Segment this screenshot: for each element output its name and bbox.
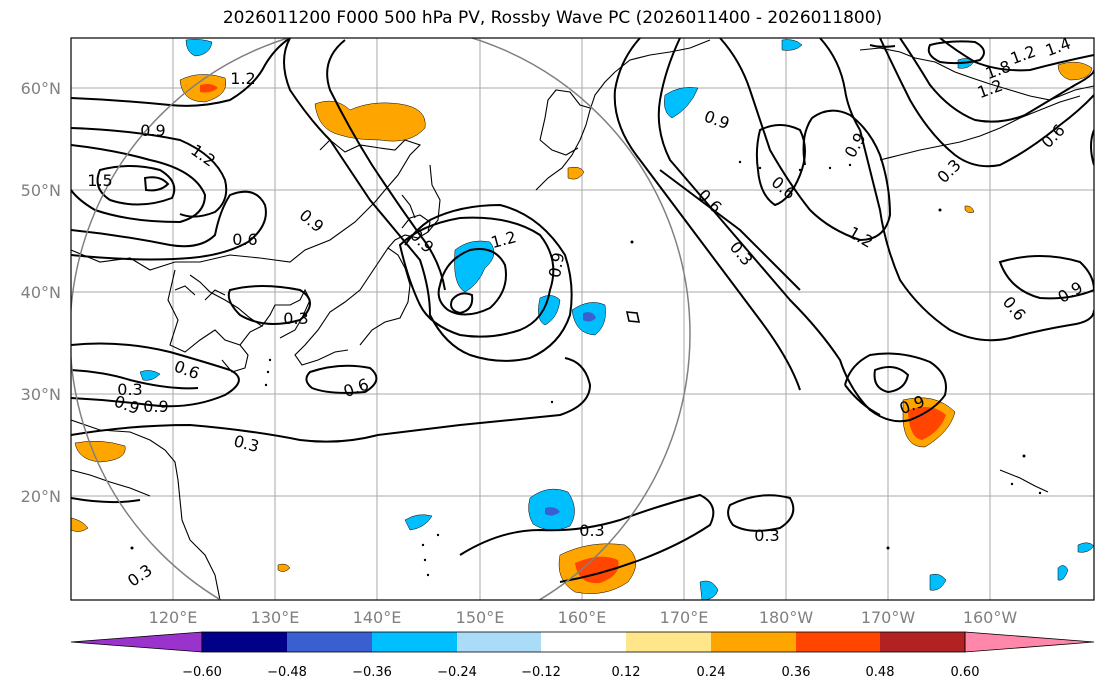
lon-label: 150°E	[456, 608, 505, 627]
lon-label: 170°W	[861, 608, 916, 627]
shade-positive	[964, 205, 975, 213]
colorbar-ticks: −0.60 −0.48 −0.36 −0.24 −0.12 0.12 0.24 …	[182, 665, 979, 680]
colorbar-tick: 0.48	[866, 665, 895, 680]
shade-positive	[567, 166, 585, 180]
shade-positive	[74, 440, 126, 463]
contour-label: 0.6	[341, 375, 371, 402]
colorbar-tick: −0.12	[521, 665, 561, 680]
contour-label: 1.2	[845, 223, 877, 252]
lat-label: 30°N	[21, 385, 61, 404]
contour-label: 1.2	[975, 76, 1005, 103]
contour-label: 0.9	[545, 251, 568, 279]
shade-negative	[781, 39, 803, 51]
colorbar-right-extension	[964, 631, 1095, 653]
colorbar-tick: −0.24	[437, 665, 477, 680]
colorbar-tick: 0.36	[782, 665, 811, 680]
lon-label: 170°E	[660, 608, 709, 627]
shade-negative	[664, 87, 699, 119]
colorbar-segment	[457, 632, 541, 652]
lon-label: 160°W	[963, 608, 1018, 627]
shade-negative	[699, 580, 719, 600]
colorbar-segment	[541, 632, 626, 652]
colorbar-tick: 0.24	[697, 665, 726, 680]
contour-label: 1.5	[87, 171, 112, 190]
contour-label: 1.2	[230, 69, 255, 88]
shade-positive	[1057, 61, 1093, 81]
contour-label: 0.3	[232, 431, 262, 456]
lon-axis: 120°E 130°E 140°E 150°E 160°E 170°E 180°…	[149, 608, 1018, 627]
colorbar-segment	[796, 632, 880, 652]
lon-label: 130°E	[251, 608, 300, 627]
shade-negative	[185, 39, 213, 57]
contour-label: 0.3	[117, 380, 142, 399]
shade-positive	[71, 517, 89, 532]
contour-label: 0.3	[124, 560, 156, 590]
contour-label: 0.9	[1054, 278, 1086, 307]
contour-label: 0.9	[140, 121, 165, 140]
lon-label: 160°E	[558, 608, 607, 627]
colorbar-segment	[372, 632, 457, 652]
map-frame	[70, 37, 1095, 601]
contour-label: 0.3	[754, 526, 779, 545]
contour-label: 0.6	[1037, 120, 1068, 151]
shade-negative	[1057, 565, 1069, 581]
contour-label: 0.6	[768, 172, 800, 203]
lon-label: 140°E	[353, 608, 402, 627]
pv-contours	[71, 38, 1094, 583]
shade-negative-core	[583, 312, 596, 322]
lat-label: 40°N	[21, 283, 61, 302]
contour-label: 0.9	[143, 397, 168, 416]
colorbar-segment	[711, 632, 796, 652]
colorbar-left-extension	[70, 631, 203, 653]
contour-label: 0.6	[232, 230, 257, 249]
lat-axis: 60°N 50°N 40°N 30°N 20°N	[21, 79, 61, 506]
shade-positive	[277, 563, 291, 572]
lon-label: 180°W	[759, 608, 814, 627]
lat-label: 60°N	[21, 79, 61, 98]
pv-shading	[71, 39, 1094, 600]
contour-label: 0.9	[702, 107, 732, 134]
shade-negative-core	[545, 507, 560, 516]
colorbar-segment	[880, 632, 965, 652]
colorbar-segment	[287, 632, 372, 652]
colorbar-tick: 0.12	[612, 665, 641, 680]
shade-negative	[139, 370, 161, 381]
lon-label: 120°E	[149, 608, 198, 627]
shade-negative	[454, 240, 495, 293]
islands	[130, 160, 1042, 577]
shade-positive-core	[200, 84, 218, 93]
colorbar-tick: −0.36	[352, 665, 392, 680]
shade-positive-core	[908, 406, 946, 440]
colorbar-outline	[201, 631, 966, 653]
contour-label: 0.6	[999, 293, 1030, 325]
contour-label: 0.9	[406, 225, 437, 256]
map-content: 1.2 0.9 1.5 1.2 0.6 0.9 0.3 0.6 0.9 0.9 …	[71, 38, 1094, 600]
shade-negative	[1077, 542, 1094, 553]
contour-label: 0.3	[579, 521, 604, 540]
colorbar: −0.60 −0.48 −0.36 −0.24 −0.12 0.12 0.24 …	[70, 631, 1095, 680]
colorbar-tick: −0.60	[182, 665, 222, 680]
lat-label: 50°N	[21, 181, 61, 200]
map-title: 2026011200 F000 500 hPa PV, Rossby Wave …	[222, 8, 883, 28]
contour-label: 1.2	[489, 227, 519, 252]
shade-positive	[314, 100, 426, 142]
contour-label: 0.3	[933, 155, 964, 186]
shade-negative	[538, 295, 561, 326]
contour-label: 0.9	[296, 205, 328, 236]
contour-label: 0.9	[841, 129, 870, 161]
colorbar-tick: −0.48	[267, 665, 307, 680]
contour-label: 1.2	[1008, 42, 1038, 69]
rossby-wave-circle	[71, 38, 691, 600]
colorbar-segment	[626, 632, 711, 652]
colorbar-tick: 0.60	[951, 665, 980, 680]
colorbar-segment	[202, 632, 287, 652]
shade-negative	[404, 514, 433, 531]
lat-label: 20°N	[21, 487, 61, 506]
contour-label: 0.3	[283, 309, 308, 328]
shade-negative	[929, 573, 947, 591]
